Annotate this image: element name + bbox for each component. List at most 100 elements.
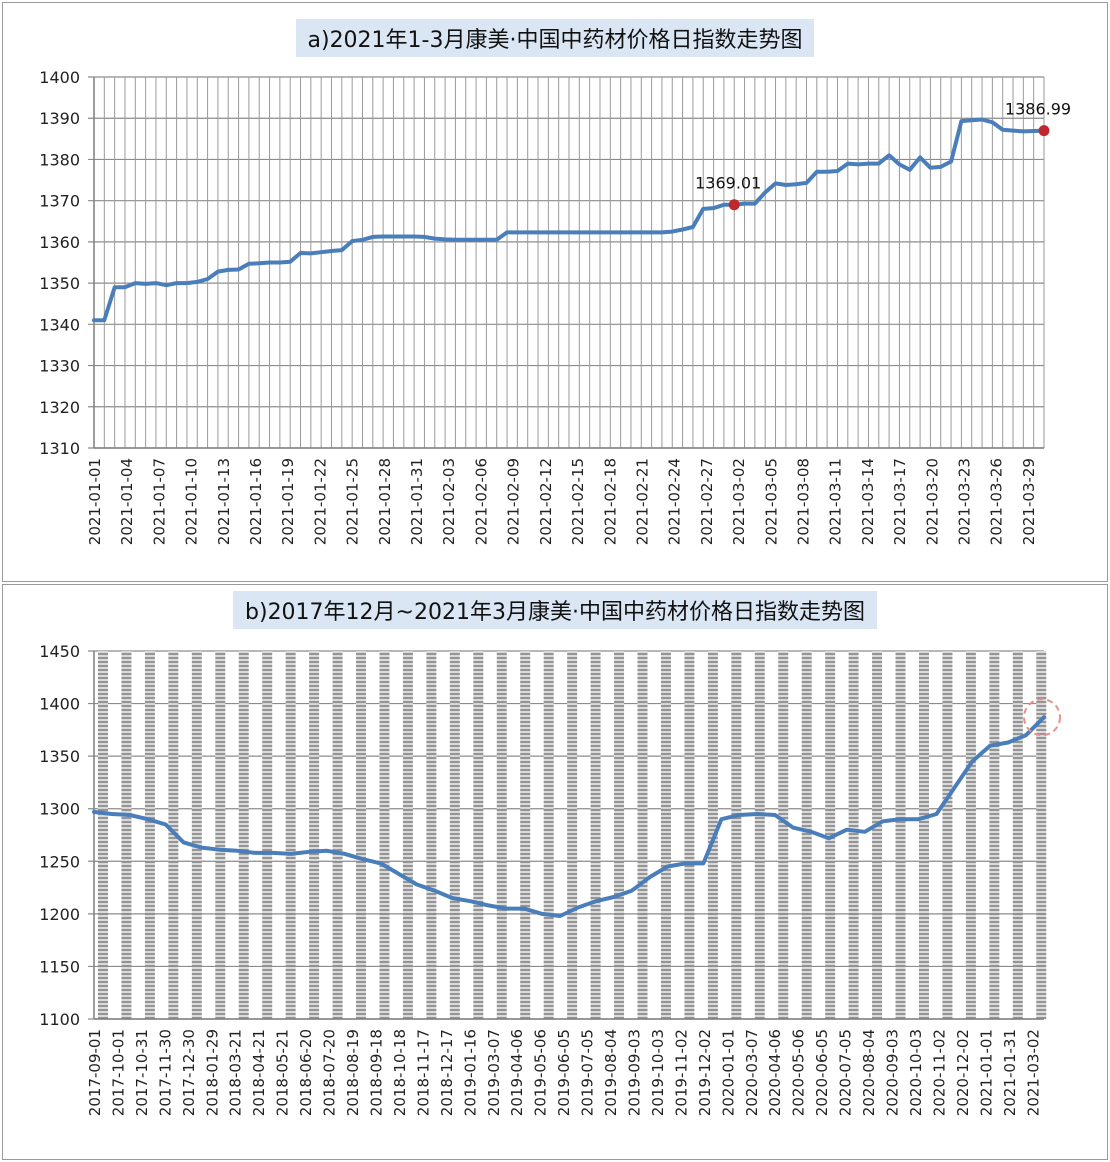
x-tick-label: 2021-03-02 [730, 458, 748, 545]
vertical-grid-band [1036, 651, 1047, 1019]
x-tick-label: 2021-01-31 [408, 458, 426, 545]
x-tick-label: 2021-01-07 [150, 458, 168, 545]
y-tick-label: 1360 [39, 233, 80, 252]
vertical-grid-band [449, 651, 460, 1019]
vertical-grid-band [520, 651, 531, 1019]
y-tick-label: 1310 [39, 439, 80, 458]
vertical-grid-band [98, 651, 108, 1019]
vertical-grid-band [637, 651, 648, 1019]
x-tick-label: 2017-12-30 [180, 1029, 198, 1116]
vertical-grid-band [754, 651, 765, 1019]
x-tick-label: 2020-07-05 [837, 1029, 855, 1116]
x-tick-label: 2017-09-01 [86, 1029, 104, 1116]
x-tick-label: 2021-02-21 [633, 458, 651, 545]
x-tick-label: 2021-01-13 [215, 458, 233, 545]
annotation-label: 1369.01 [695, 174, 761, 193]
vertical-grid-band [191, 651, 202, 1019]
x-tick-label: 2018-01-29 [203, 1029, 221, 1116]
x-tick-label: 2021-02-09 [505, 458, 523, 545]
x-tick-label: 2019-12-02 [696, 1029, 714, 1116]
x-tick-label: 2018-06-20 [297, 1029, 315, 1116]
x-tick-label: 2018-12-17 [438, 1029, 456, 1116]
x-tick-label: 2020-05-06 [790, 1029, 808, 1116]
x-tick-label: 2021-03-05 [762, 458, 780, 545]
x-tick-label: 2018-10-18 [391, 1029, 409, 1116]
vertical-grid-band [895, 651, 906, 1019]
x-tick-label: 2020-08-04 [860, 1029, 878, 1116]
chart-a-title: a)2021年1-3月康美·中国中药材价格日指数走势图 [295, 19, 815, 57]
x-tick-label: 2020-04-06 [766, 1029, 784, 1116]
vertical-grid-band [567, 651, 578, 1019]
vertical-grid-band [379, 651, 390, 1019]
y-tick-label: 1100 [39, 1010, 80, 1029]
vertical-grid-band [1012, 651, 1023, 1019]
annotation-label: 1386.99 [1005, 100, 1071, 119]
y-tick-label: 1450 [39, 642, 80, 661]
vertical-grid-band [262, 651, 273, 1019]
y-tick-label: 1150 [39, 957, 80, 976]
annotation-marker [1038, 125, 1050, 137]
vertical-grid-band [731, 651, 742, 1019]
x-tick-label: 2020-11-02 [930, 1029, 948, 1116]
vertical-grid-band [285, 651, 296, 1019]
y-tick-label: 1200 [39, 905, 80, 924]
y-tick-label: 1380 [39, 150, 80, 169]
x-tick-label: 2021-02-15 [569, 458, 587, 545]
chart-b-svg: 1100 1150 1200 1250 1300 1350 1400 1450 2017-09-… [39, 642, 1061, 1116]
vertical-grid-band [965, 651, 976, 1019]
x-tick-label: 2021-01-31 [1001, 1029, 1019, 1116]
x-tick-label: 2020-12-02 [954, 1029, 972, 1116]
chart-panel-b: b)2017年12月~2021年3月康美·中国中药材价格日指数走势图 1100 1… [2, 584, 1108, 1160]
x-tick-label: 2018-08-19 [344, 1029, 362, 1116]
x-tick-label: 2020-06-05 [813, 1029, 831, 1116]
x-tick-label: 2021-02-03 [440, 458, 458, 545]
y-tick-label: 1320 [39, 398, 80, 417]
chart-a-title-wrap: a)2021年1-3月康美·中国中药材价格日指数走势图 [3, 19, 1107, 57]
vertical-grid-band [778, 651, 789, 1019]
vertical-grid-band [144, 651, 155, 1019]
x-tick-label: 2019-04-06 [508, 1029, 526, 1116]
x-tick-label: 2021-01-01 [977, 1029, 995, 1116]
x-tick-label: 2021-02-24 [666, 458, 684, 545]
vertical-grid-band [356, 651, 367, 1019]
y-tick-label: 1300 [39, 800, 80, 819]
x-tick-label: 2021-01-01 [86, 458, 104, 545]
x-tick-label: 2021-02-12 [537, 458, 555, 545]
x-tick-label: 2021-01-16 [247, 458, 265, 545]
x-tick-label: 2021-01-25 [344, 458, 362, 545]
series-line [92, 715, 1046, 918]
vertical-grid-band [238, 651, 249, 1019]
y-tick-label: 1400 [39, 695, 80, 714]
x-tick-label: 2020-03-07 [743, 1029, 761, 1116]
vertical-grid-band [918, 651, 929, 1019]
y-tick-label: 1340 [39, 315, 80, 334]
y-tick-label: 1370 [39, 192, 80, 211]
x-tick-label: 2017-11-30 [156, 1029, 174, 1116]
vertical-grid-band [309, 651, 320, 1019]
x-tick-label: 2021-01-04 [118, 458, 136, 545]
y-tick-label: 1350 [39, 274, 80, 293]
vertical-grid-band [543, 651, 554, 1019]
x-tick-label: 2021-03-02 [1024, 1029, 1042, 1116]
annotation-marker [728, 199, 740, 211]
vertical-grid-band [121, 651, 132, 1019]
x-tick-label: 2021-02-27 [698, 458, 716, 545]
x-tick-label: 2021-01-10 [183, 458, 201, 545]
vertical-grid-band [496, 651, 507, 1019]
x-tick-label: 2021-03-17 [891, 458, 909, 545]
x-tick-label: 2018-04-21 [250, 1029, 268, 1116]
vertical-grid-band [989, 651, 1000, 1019]
highlight-circle [1023, 698, 1061, 737]
y-tick-label: 1400 [39, 68, 80, 87]
vertical-grid-band [332, 651, 343, 1019]
chart-b-title-wrap: b)2017年12月~2021年3月康美·中国中药材价格日指数走势图 [3, 591, 1107, 629]
x-tick-label: 2020-01-01 [719, 1029, 737, 1116]
x-tick-label: 2019-09-03 [626, 1029, 644, 1116]
vertical-grid-band [168, 651, 179, 1019]
chart-a-svg: 1310 1320 1330 1340 1350 1360 1370 1380 1390 1400… [39, 68, 1071, 545]
vertical-grid-band [590, 651, 601, 1019]
x-tick-label: 2020-10-03 [907, 1029, 925, 1116]
vertical-grid-band [942, 651, 953, 1019]
vertical-grid-band [402, 651, 413, 1019]
x-tick-label: 2017-10-01 [109, 1029, 127, 1116]
